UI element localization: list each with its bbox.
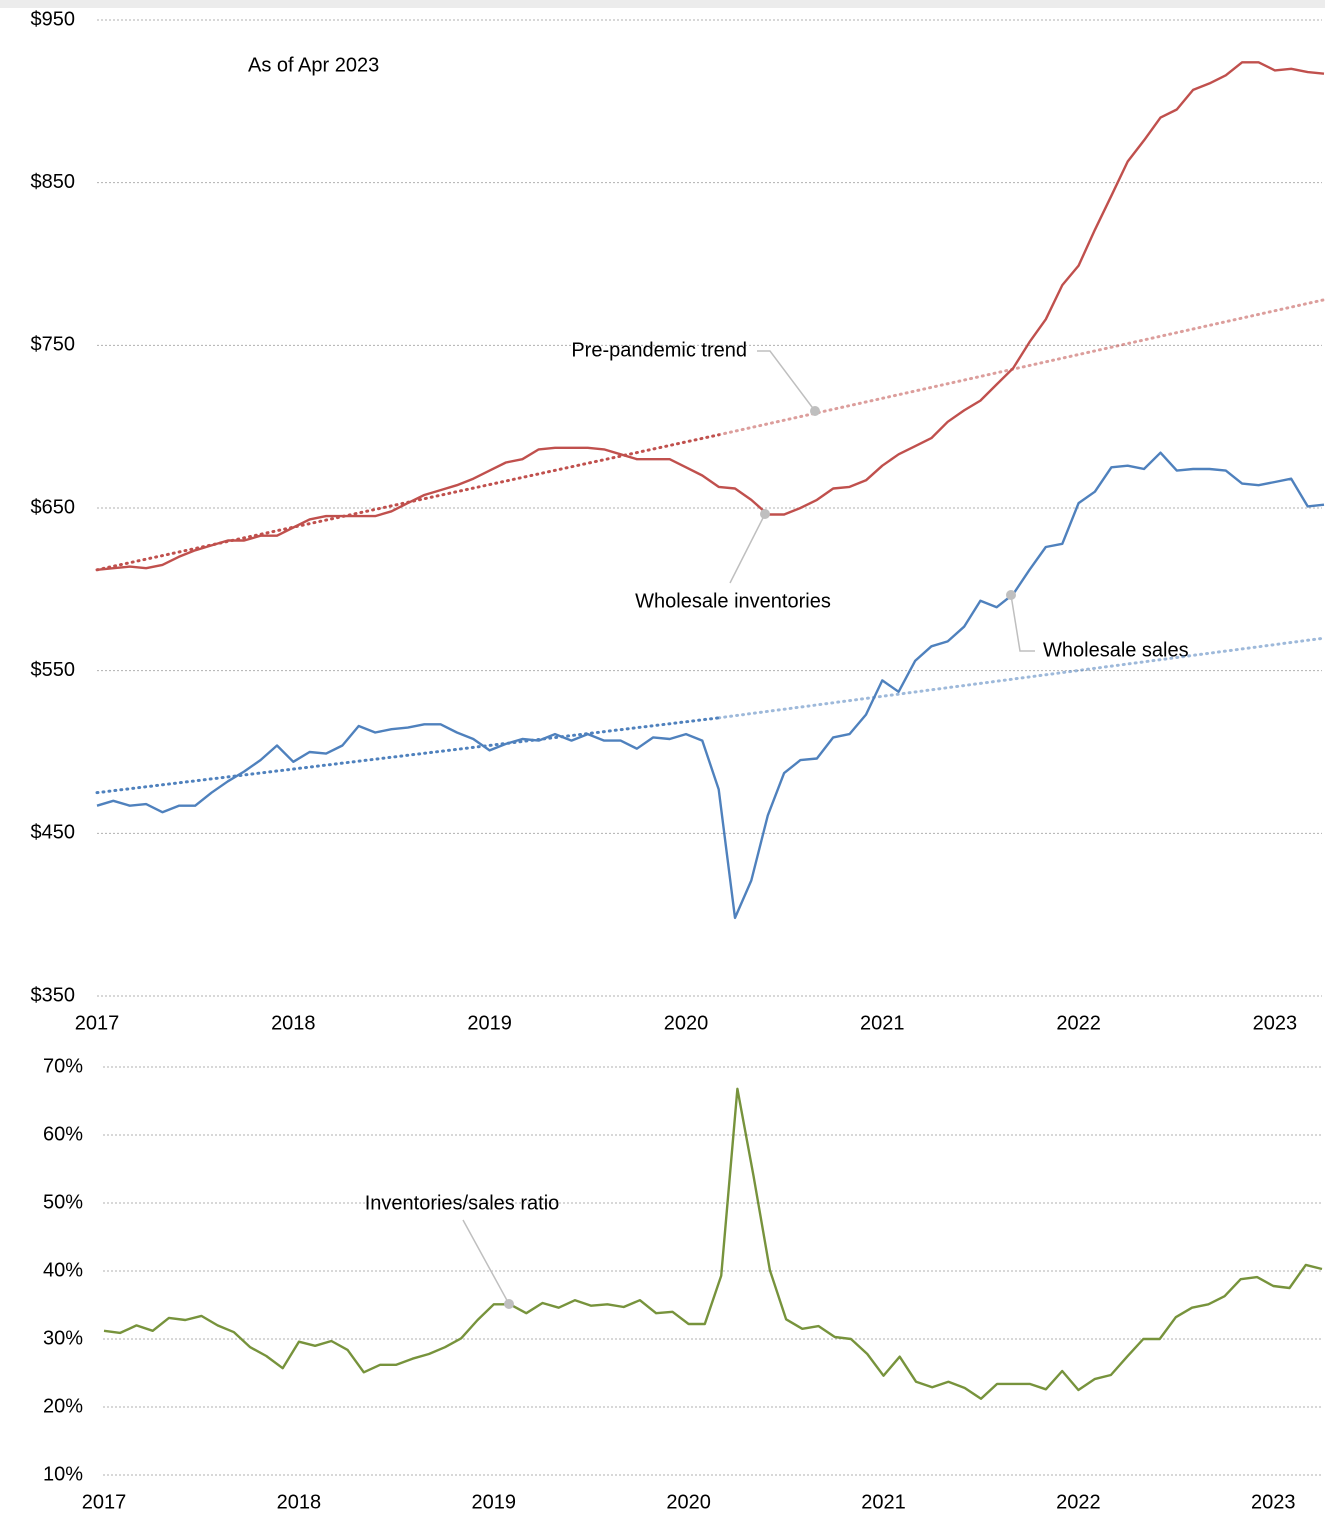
x-tick-label: 2022 xyxy=(1056,1012,1101,1034)
x-tick-label: 2018 xyxy=(271,1012,316,1034)
y-tick-label: 10% xyxy=(43,1463,83,1485)
y-tick-label: 50% xyxy=(43,1191,83,1213)
y-tick-label: 40% xyxy=(43,1259,83,1281)
note: As of Apr 2023 xyxy=(248,54,379,76)
y-tick-label: $750 xyxy=(31,334,76,356)
annotation-dot xyxy=(1006,590,1016,600)
leader-line xyxy=(1010,594,1035,652)
x-tick-label: 2019 xyxy=(472,1491,517,1513)
y-tick-label: $350 xyxy=(31,984,76,1006)
x-tick-label: 2022 xyxy=(1056,1491,1101,1513)
x-tick-label: 2017 xyxy=(75,1012,120,1034)
y-tick-label: 60% xyxy=(43,1123,83,1145)
annotation-dot xyxy=(504,1299,514,1309)
trend-line xyxy=(717,636,1325,720)
x-tick-label: 2020 xyxy=(666,1491,711,1513)
series-label: Wholesale sales xyxy=(1043,639,1189,661)
y-tick-label: $850 xyxy=(31,171,76,193)
y-tick-label: $450 xyxy=(31,822,76,844)
data-line xyxy=(96,451,1325,920)
x-tick-label: 2018 xyxy=(277,1491,322,1513)
trend-line xyxy=(717,298,1325,437)
annotation-dot xyxy=(760,509,770,519)
x-tick-label: 2023 xyxy=(1253,1012,1298,1034)
y-tick-label: $550 xyxy=(31,659,76,681)
data-line xyxy=(103,1087,1323,1400)
annotation-dot xyxy=(810,406,820,416)
y-tick-label: 20% xyxy=(43,1395,83,1417)
y-tick-label: $650 xyxy=(31,496,76,518)
leader-line xyxy=(462,1219,510,1305)
x-tick-label: 2017 xyxy=(82,1491,127,1513)
x-tick-label: 2023 xyxy=(1251,1491,1296,1513)
x-tick-label: 2019 xyxy=(467,1012,512,1034)
x-tick-label: 2020 xyxy=(664,1012,709,1034)
top-band xyxy=(0,0,1325,8)
trend-line xyxy=(95,433,721,572)
leader-line xyxy=(729,513,766,584)
trend-line xyxy=(95,716,721,795)
leader-line xyxy=(757,350,816,412)
data-line xyxy=(96,61,1325,571)
x-tick-label: 2021 xyxy=(860,1012,905,1034)
series-label: Wholesale inventories xyxy=(635,590,831,612)
x-tick-label: 2021 xyxy=(861,1491,906,1513)
y-tick-label: 30% xyxy=(43,1327,83,1349)
y-tick-label: $950 xyxy=(31,8,76,30)
series-label: Inventories/sales ratio xyxy=(365,1192,560,1214)
y-tick-label: 70% xyxy=(43,1055,83,1077)
series-label: Pre-pandemic trend xyxy=(571,339,747,361)
